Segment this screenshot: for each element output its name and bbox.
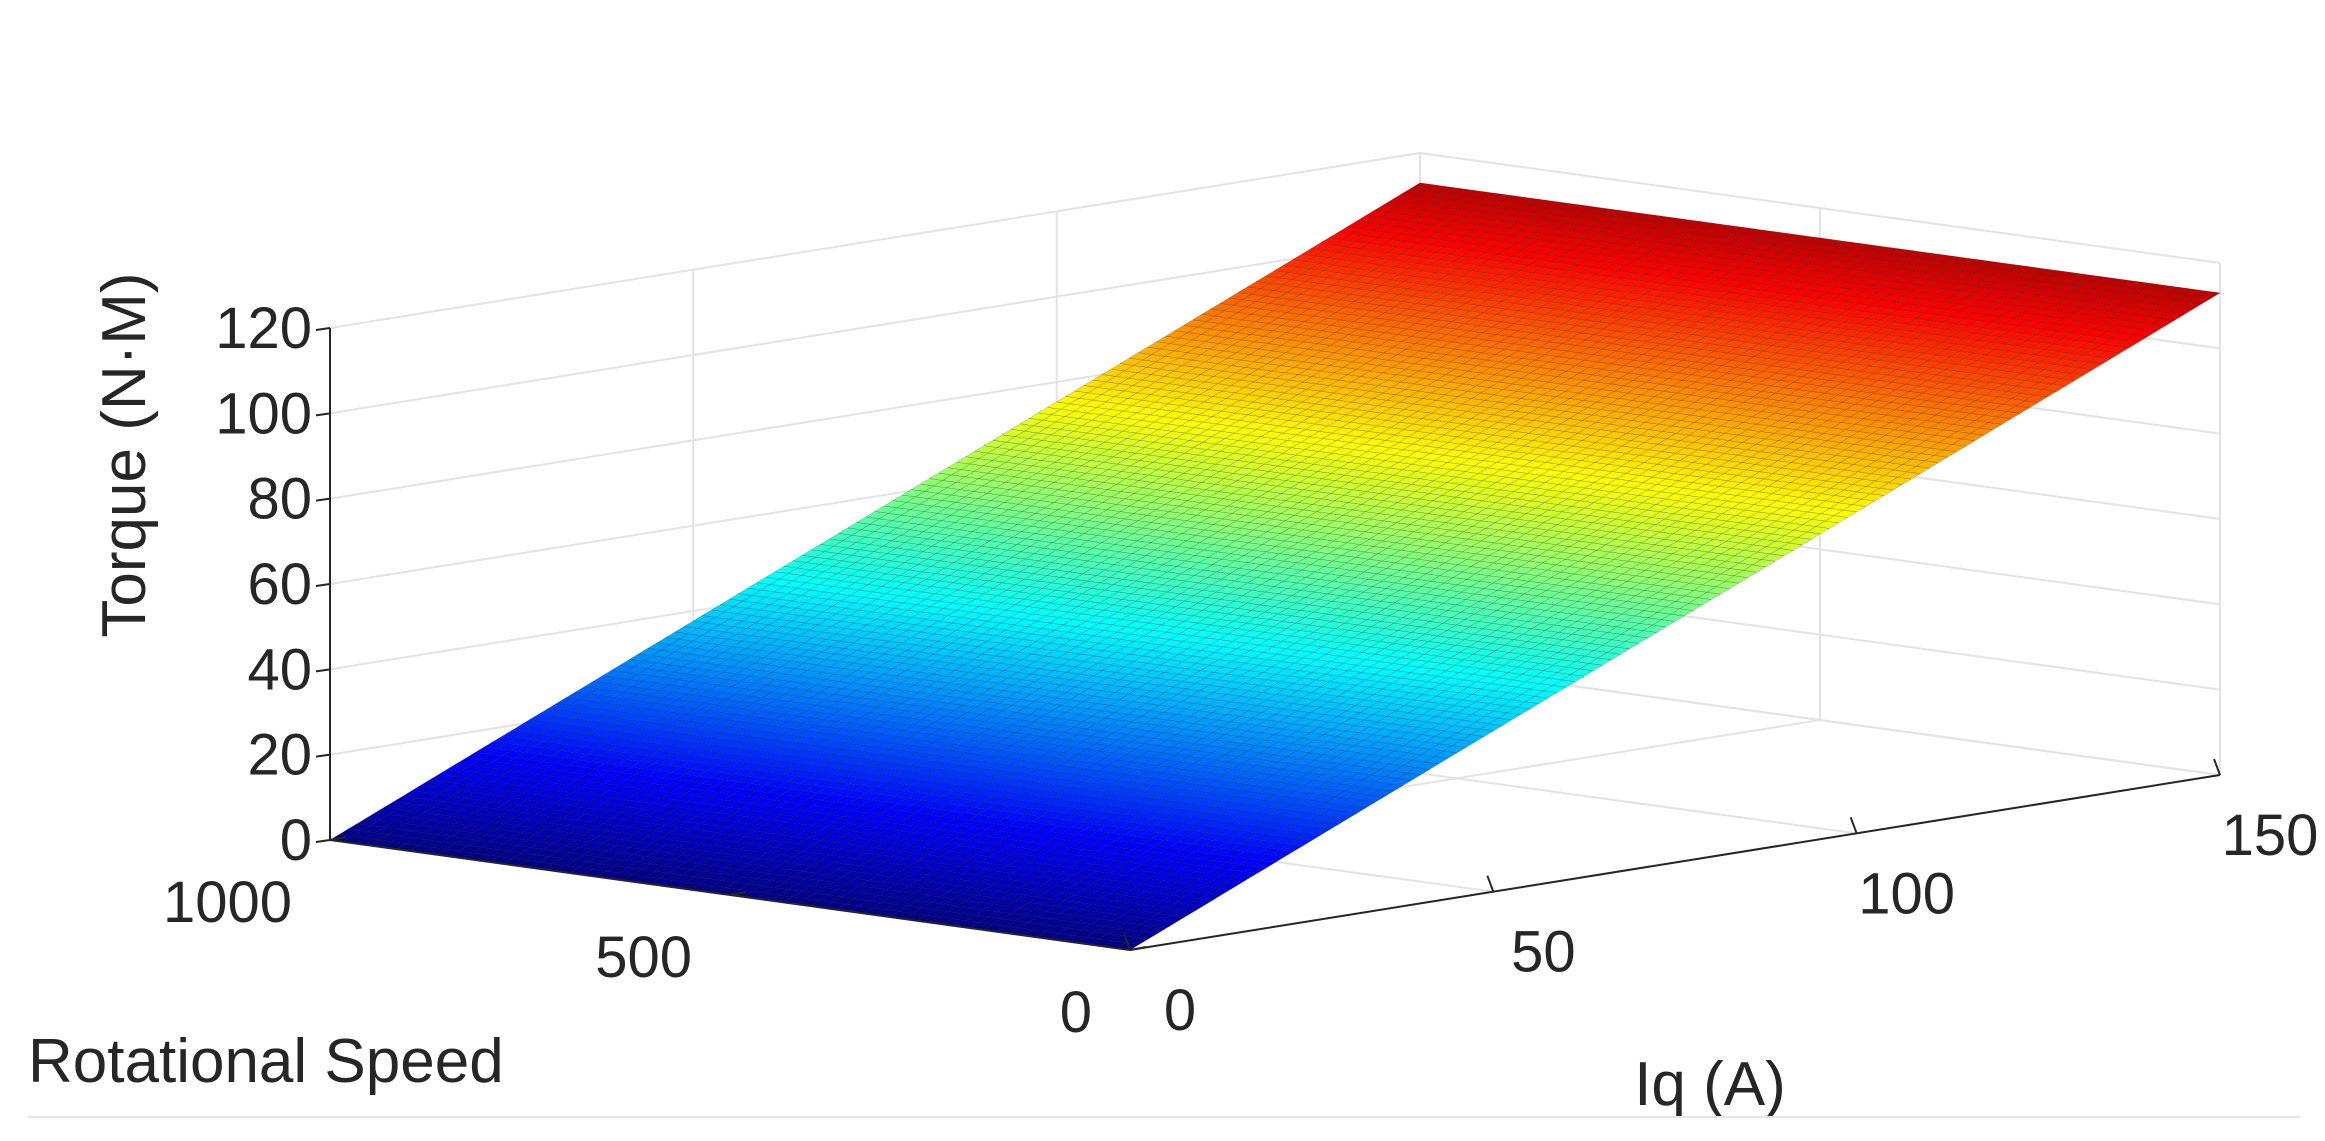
- grid-line-wall-y: [329, 152, 1421, 329]
- surface-layer: [329, 182, 2221, 951]
- grid-line-wall-y: [329, 237, 1421, 415]
